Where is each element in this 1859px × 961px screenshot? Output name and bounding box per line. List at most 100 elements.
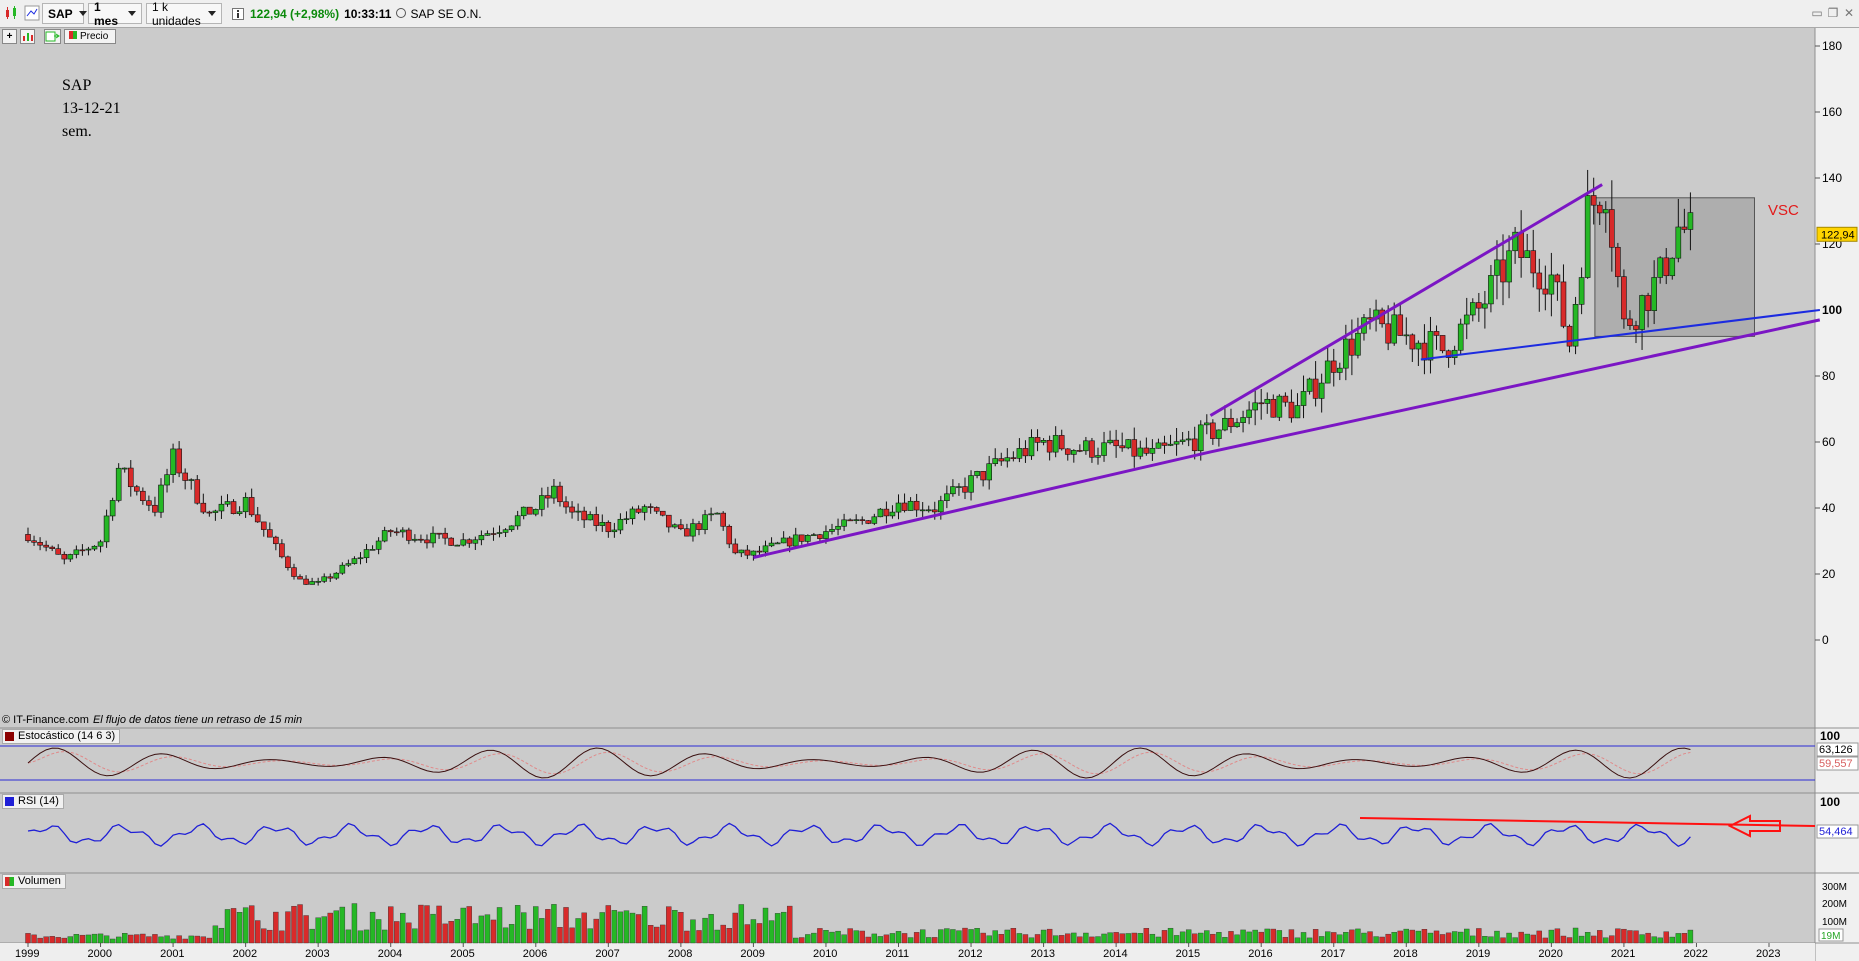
time-tick-label: 2014: [1103, 948, 1127, 960]
candle-body: [762, 545, 769, 553]
volume-bar: [847, 928, 853, 944]
rsi-panel-label[interactable]: RSI (14): [2, 794, 64, 809]
blue-trendline: [1420, 309, 1820, 361]
candle-body: [1488, 275, 1494, 305]
window-minimize-icon[interactable]: ▭: [1811, 6, 1823, 20]
volume-bar: [1119, 933, 1125, 944]
volume-bar: [339, 906, 346, 944]
candlestick-icon[interactable]: [4, 5, 20, 21]
candle-body: [442, 532, 448, 539]
volume-bar: [1681, 933, 1688, 944]
candle-body: [109, 500, 116, 517]
candle-body: [684, 528, 690, 537]
volume-bar: [49, 936, 55, 944]
candle-body: [1264, 398, 1271, 404]
units-select[interactable]: 1 k unidades: [146, 0, 222, 28]
volume-bar: [1059, 935, 1065, 944]
period-select[interactable]: 1 mes: [88, 0, 142, 28]
time-tick-label: 2005: [450, 948, 474, 960]
candle-body: [599, 522, 606, 526]
volume-bar: [381, 929, 388, 944]
candle-body: [496, 532, 503, 534]
candle-body: [629, 508, 636, 520]
window-close-icon[interactable]: ✕: [1843, 6, 1855, 20]
window-restore-icon[interactable]: ❐: [1827, 6, 1839, 20]
volume-bar: [1143, 928, 1150, 944]
candle-body: [1071, 450, 1077, 455]
volume-bar: [1560, 935, 1567, 944]
volume-bar: [508, 924, 515, 944]
candle-body: [829, 529, 835, 532]
candle-body: [889, 511, 896, 517]
volume-bar: [666, 906, 672, 944]
candle-body: [545, 495, 551, 499]
volume-label-text: Volumen: [18, 875, 61, 887]
chart-type-icon[interactable]: [24, 5, 40, 21]
volume-bar: [1137, 933, 1144, 944]
candle-body: [1397, 314, 1404, 336]
candle-body: [103, 515, 110, 543]
bar-chart-icon[interactable]: [20, 29, 35, 44]
candle-body: [720, 512, 726, 527]
symbol-select[interactable]: SAP: [42, 3, 87, 24]
candle-body: [1451, 349, 1458, 358]
candle-body: [919, 509, 926, 512]
volume-bar: [853, 930, 859, 944]
volume-bar: [968, 929, 974, 944]
price-tick-label: 0: [1822, 633, 1829, 647]
volume-bar: [635, 914, 642, 944]
candle-body: [726, 525, 733, 545]
volume-bar: [1185, 929, 1192, 944]
candle-body: [835, 525, 841, 530]
volume-bar: [285, 911, 291, 944]
info-icon[interactable]: [232, 7, 244, 20]
candle-body: [363, 549, 370, 559]
volume-bar: [1306, 937, 1313, 944]
price-tick-label: 60: [1822, 435, 1836, 449]
time-tick-label: 2000: [88, 948, 112, 960]
candle-body: [1228, 417, 1234, 428]
volume-bar: [1095, 936, 1101, 944]
time-tick-label: 2013: [1031, 948, 1055, 960]
volume-bar: [1687, 929, 1694, 944]
volume-bar: [115, 936, 122, 944]
candle-body: [1161, 442, 1168, 446]
volume-bar: [236, 912, 243, 944]
stochastic-panel-label[interactable]: Estocástico (14 6 3): [2, 729, 121, 744]
volume-bar: [1210, 933, 1216, 944]
volume-bar: [1409, 929, 1416, 944]
time-tick-label: 2001: [160, 948, 184, 960]
volume-bar: [315, 917, 321, 944]
volume-bar: [1222, 937, 1228, 944]
candle-body: [127, 467, 134, 488]
candle-body: [1191, 438, 1198, 452]
price-tick-label: 20: [1822, 567, 1836, 581]
volume-bar: [563, 907, 569, 944]
volume-bar: [539, 918, 545, 944]
candle-body: [1077, 450, 1083, 452]
add-icon[interactable]: +: [2, 29, 17, 44]
volume-bar: [786, 905, 793, 944]
price-indicator-button[interactable]: Precio: [64, 29, 116, 44]
volume-bar: [617, 911, 624, 944]
candle-body: [242, 497, 249, 513]
candle-body: [1584, 195, 1591, 278]
volume-bar: [1294, 937, 1301, 944]
volume-bar: [1457, 931, 1464, 944]
volume-bar: [799, 937, 805, 944]
candle-body: [786, 537, 793, 547]
volume-panel-label[interactable]: Volumen: [2, 874, 66, 889]
volume-bar: [1343, 932, 1349, 944]
volume-bar: [303, 915, 309, 944]
candle-body: [31, 540, 37, 543]
volume-bar: [1530, 934, 1536, 944]
indicator-icon[interactable]: [44, 29, 61, 44]
volume-bar: [938, 929, 944, 944]
instrument-name-text: SAP SE O.N.: [410, 6, 482, 21]
candle-body: [1216, 429, 1222, 439]
volume-bar: [1415, 930, 1422, 944]
candle-body: [1566, 325, 1573, 347]
candle-body: [188, 479, 195, 481]
purple-trendline: [1209, 183, 1603, 417]
